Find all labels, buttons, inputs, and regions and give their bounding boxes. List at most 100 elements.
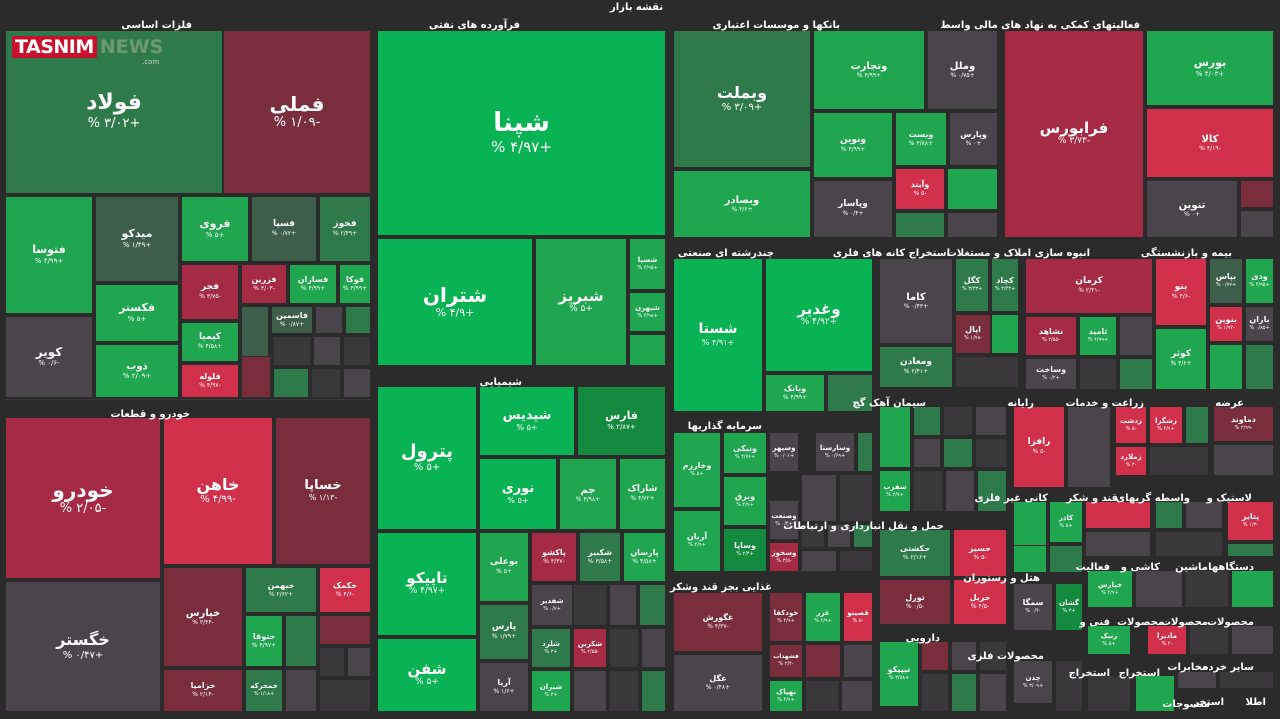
stock-tile[interactable]: پتایر -۱/۳ % [1227, 501, 1274, 541]
stock-tile[interactable]: فملی -۱/۰۹ % [223, 30, 371, 194]
stock-tile[interactable]: وساپا +۲/۴ % [723, 528, 767, 572]
stock-tile[interactable]: فخوز +۲/۴۹ % [319, 196, 371, 262]
stock-tile[interactable]: وملل +۰/۷۵ % [927, 30, 998, 110]
stock-tile[interactable]: ودی +۴/۹۵ % [1245, 258, 1274, 304]
stock-tile[interactable]: مادیرا -۴ % [1147, 625, 1187, 655]
stock-tile[interactable]: زشگزا +۴/۹ % [1149, 406, 1183, 444]
stock-tile[interactable]: خودرو -۲/۰۵ % [5, 417, 161, 579]
stock-tile[interactable]: گشان +۳ % [1055, 583, 1083, 631]
stock-tile[interactable]: بورس +۴/۰۳ % [1146, 30, 1274, 106]
stock-tile[interactable]: کگل +۳/۴۳ % [955, 258, 989, 312]
stock-tile[interactable]: فزرین -۳/۰۳ % [241, 264, 287, 304]
stock-tile[interactable]: تیپیکو +۳/۷۸ % [879, 641, 919, 707]
stock-tile[interactable]: وساخت +۰/۲ % [1025, 358, 1077, 390]
stock-tile[interactable]: تنوین +۰ % [1146, 180, 1238, 238]
stock-tile[interactable]: شلرد +۳ % [531, 628, 571, 668]
stock-tile[interactable]: قصینو -۵ % [843, 592, 873, 642]
stock-tile[interactable]: کالا -۴/۱۹ % [1146, 108, 1274, 178]
stock-tile[interactable]: دماوند -۲/۹۹ % [1213, 406, 1274, 442]
stock-tile[interactable]: ذوب +۲/۰۹ % [95, 344, 179, 398]
stock-tile[interactable]: بنوین -۱/۹۴ % [1209, 306, 1243, 342]
stock-tile[interactable]: غگورش -۴/۳۷ % [673, 592, 763, 652]
stock-tile[interactable]: خساپا -۱/۱۳ % [275, 417, 371, 565]
stock-tile[interactable]: خگستر +۰/۴۷ % [5, 581, 161, 712]
stock-tile[interactable]: فارس +۲/۸۷ % [577, 386, 666, 456]
stock-tile[interactable]: حریل -۴/۵ % [953, 579, 1007, 625]
stock-tile[interactable]: آریا +۱/۶ % [479, 662, 529, 712]
stock-tile[interactable]: شفن +۵ % [377, 638, 477, 712]
stock-tile[interactable]: وآیند -۵ % [895, 168, 945, 210]
stock-tile[interactable]: وپارس +۰ % [949, 112, 998, 166]
stock-tile[interactable]: فشهداب -۲/۴ % [769, 644, 803, 678]
stock-tile[interactable]: بپاس +۰/۷۷ % [1209, 258, 1243, 304]
stock-tile[interactable]: خودکفا +۴/۹ % [769, 592, 803, 642]
stock-tile[interactable]: پترول +۵ % [377, 386, 477, 530]
stock-tile[interactable]: شفدیر +۰/۷ % [531, 584, 573, 626]
stock-tile[interactable]: وبملت +۳/۰۹ % [673, 30, 811, 168]
stock-tile[interactable]: شسپا +۴/۹۵ % [629, 238, 666, 290]
stock-tile[interactable]: رافزا -۵ % [1013, 406, 1065, 488]
stock-tile[interactable]: وخارزم +۵ % [673, 432, 721, 508]
stock-tile[interactable]: فسپا +۰/۷۲ % [251, 196, 317, 262]
stock-tile[interactable]: شبهرن +۴/۹۸ % [629, 292, 666, 332]
stock-tile[interactable]: فسازان +۴/۹۹ % [289, 264, 337, 304]
stock-tile[interactable]: شتران +۴/۹ % [377, 238, 533, 366]
stock-tile[interactable]: خاهن -۴/۹۹ % [163, 417, 273, 565]
stock-tile[interactable]: حسیر -۵ % [953, 529, 1007, 577]
stock-tile[interactable]: ونوین +۴/۹۹ % [813, 112, 893, 178]
stock-tile[interactable]: بهپاک +۴/۹ % [769, 680, 803, 712]
stock-tile[interactable]: خمحرکه +۱/۱۸ % [245, 669, 283, 712]
stock-tile[interactable]: وغدیر +۴/۹۲ % [765, 258, 873, 372]
stock-tile[interactable]: باران +۰/۸۵ % [1245, 306, 1274, 342]
stock-tile[interactable]: فتوسا +۴/۹۹ % [5, 196, 93, 314]
stock-tile[interactable]: پارسان +۴/۵۸ % [623, 532, 666, 582]
stock-tile[interactable]: خپارس +۴/۷ % [1087, 570, 1133, 608]
stock-tile[interactable]: اپال -۱/۷۸ % [955, 314, 991, 354]
stock-tile[interactable]: رنیک +۵ % [1087, 625, 1131, 655]
stock-tile[interactable]: سفرب +۳/۹ % [879, 470, 911, 512]
stock-tile[interactable]: شاراک +۴/۷۲ % [619, 458, 666, 530]
stock-tile[interactable]: کرمان -۲/۴۱ % [1025, 258, 1153, 314]
stock-tile[interactable]: نشاهد -۲/۵۵ % [1025, 316, 1077, 356]
stock-tile[interactable]: چدن +۳/۰۹ % [1013, 660, 1053, 704]
stock-tile[interactable]: زدشت -۵ % [1115, 406, 1147, 444]
stock-tile[interactable]: فاسمین +۰/۸۷ % [271, 306, 313, 334]
stock-tile[interactable]: ختوقا +۴/۹۷ % [245, 615, 283, 667]
stock-tile[interactable]: وبرق +۴/۹ % [723, 476, 767, 526]
stock-tile[interactable]: ثامید +۴/۹۹ % [1079, 316, 1117, 356]
stock-tile[interactable]: شپنا +۴/۹۷ % [377, 30, 666, 236]
stock-tile[interactable]: شکربن -۲/۵۵ % [573, 628, 607, 668]
stock-tile[interactable]: وتجارت +۴/۹۹ % [813, 30, 925, 110]
stock-tile[interactable]: فوکا +۴/۹۹ % [339, 264, 371, 304]
stock-tile[interactable]: خبهمن +۲/۶۲ % [245, 567, 317, 613]
stock-tile[interactable]: آریان +۴/۹ % [673, 510, 721, 572]
stock-tile[interactable]: سمگا -۰/۴ % [1013, 583, 1053, 631]
stock-tile[interactable]: شپدیس +۵ % [479, 386, 575, 456]
stock-tile[interactable]: وسپهر +۰/۰۱ % [769, 432, 799, 472]
stock-tile[interactable]: فلوله -۴/۹۷ % [181, 364, 239, 398]
stock-tile[interactable]: وبصادر +۴/۶ % [673, 170, 811, 238]
stock-tile[interactable]: پارس +۱/۷۹ % [479, 604, 529, 660]
stock-tile[interactable]: وصنعت +۰/۴ % [769, 500, 799, 540]
stock-tile[interactable]: وبانک +۴/۹۹ % [765, 374, 825, 412]
stock-tile[interactable]: ونیکی +۴/۷۶ % [723, 432, 767, 474]
stock-tile[interactable]: کاذر +۵ % [1049, 501, 1083, 543]
stock-tile[interactable]: نوری +۵ % [479, 458, 557, 530]
stock-tile[interactable]: غگل +۰/۴۸ % [673, 654, 763, 712]
stock-tile[interactable]: غزر +۴/۹ % [805, 592, 841, 642]
stock-tile[interactable]: شستا +۴/۹۱ % [673, 258, 763, 412]
stock-tile[interactable]: جم +۴/۹۸ % [559, 458, 617, 530]
stock-tile[interactable]: تاپیکو +۴/۹۷ % [377, 532, 477, 636]
stock-tile[interactable]: حکشتی +۲/۱۶ % [879, 529, 951, 577]
stock-tile[interactable]: فروی +۵ % [181, 196, 249, 262]
stock-tile[interactable]: وپاسار +۰/۴ % [813, 180, 893, 238]
stock-tile[interactable]: فرابورس -۳/۷۳ % [1004, 30, 1144, 238]
stock-tile[interactable]: ومعادن +۲/۴۱ % [879, 346, 953, 388]
stock-tile[interactable]: زملارد -۳ % [1115, 446, 1147, 476]
stock-tile[interactable]: تورل -۰/۵ % [879, 579, 951, 625]
stock-tile[interactable]: کاما +۰/۴۳ % [879, 258, 953, 344]
stock-tile[interactable]: کیمیا +۴/۵۸ % [181, 322, 239, 362]
stock-tile[interactable]: خپارس -۳/۴۴ % [163, 567, 243, 667]
stock-tile[interactable]: وبست +۴/۸۸ % [895, 112, 947, 166]
stock-tile[interactable]: کویر -۰/۶ % [5, 316, 93, 398]
